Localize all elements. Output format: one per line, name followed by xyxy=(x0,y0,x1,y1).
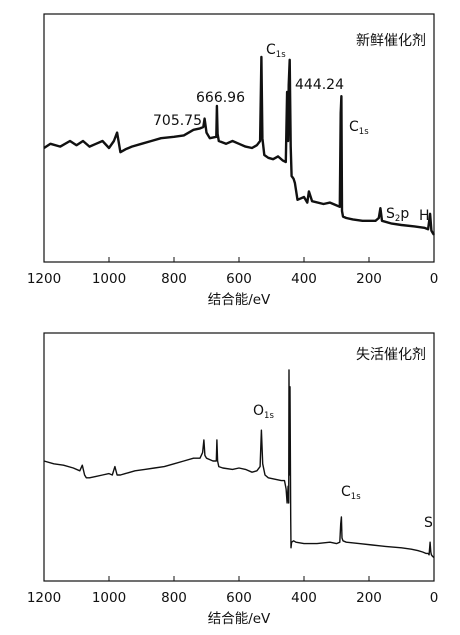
x-tick-label: 800 xyxy=(161,590,187,606)
x-axis-tick-labels: 1200 1000 800 600 400 200 0 xyxy=(27,590,438,606)
peak-label: C1s xyxy=(349,119,369,137)
peak-label: C1s xyxy=(341,484,361,502)
x-tick-label: 1200 xyxy=(27,271,61,287)
plot-frame xyxy=(43,13,435,263)
x-axis-label: 结合能/eV xyxy=(208,292,271,308)
x-tick-label: 1000 xyxy=(92,271,126,287)
x-tick-label: 600 xyxy=(226,590,252,606)
peak-annotations: O1s C1s S xyxy=(253,403,433,531)
chart-title: 失活催化剂 xyxy=(356,347,426,363)
x-tick-label: 200 xyxy=(356,271,382,287)
x-tick-label: 0 xyxy=(430,271,439,287)
plot-frame xyxy=(43,332,435,582)
chart-title: 新鲜催化剂 xyxy=(356,33,426,49)
spectrum-line xyxy=(43,55,435,236)
x-tick-label: 200 xyxy=(356,590,382,606)
peak-label: C1s xyxy=(266,42,286,60)
peak-label: 666.96 xyxy=(196,90,245,106)
peak-label: S2p xyxy=(386,206,409,224)
peak-label: H xyxy=(419,208,430,224)
panel-deactivated-catalyst: 失活催化剂 1200 1000 800 600 400 200 0 O1s C1s S 结合能/… xyxy=(27,332,438,627)
panel-fresh-catalyst: 新鲜催化剂 1200 1000 800 600 400 200 0 705.75 666.96… xyxy=(27,13,438,308)
spectrum-line xyxy=(43,369,435,559)
peak-label: O1s xyxy=(253,403,274,421)
x-axis-ticks xyxy=(43,576,435,581)
x-tick-label: 1200 xyxy=(27,590,61,606)
x-tick-label: 400 xyxy=(291,590,317,606)
peak-label: 705.75 xyxy=(153,113,202,129)
x-tick-label: 0 xyxy=(430,590,439,606)
x-tick-label: 600 xyxy=(226,271,252,287)
x-tick-label: 400 xyxy=(291,271,317,287)
peak-label: 444.24 xyxy=(295,77,344,93)
peak-label: S xyxy=(424,515,433,531)
x-tick-label: 800 xyxy=(161,271,187,287)
x-axis-tick-labels: 1200 1000 800 600 400 200 0 xyxy=(27,271,438,287)
peak-annotations: 705.75 666.96 C1s 444.24 C1s S2p H xyxy=(153,42,430,224)
x-axis-ticks xyxy=(43,257,435,262)
x-tick-label: 1000 xyxy=(92,590,126,606)
x-axis-label: 结合能/eV xyxy=(208,611,271,627)
